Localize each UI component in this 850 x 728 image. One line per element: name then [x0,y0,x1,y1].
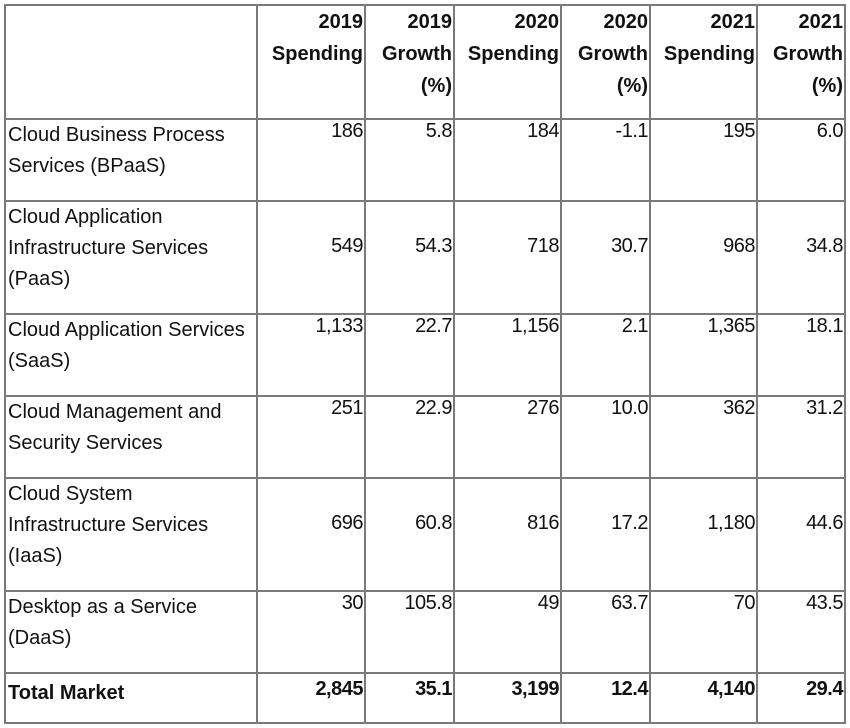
total-2019-growth: 35.1 [364,672,455,724]
cell-2021-growth: 34.8 [756,200,846,315]
cell-2019-growth: 22.9 [364,395,455,479]
cell-2021-spending: 1,365 [649,313,758,397]
cell-2020-spending: 1,156 [453,313,562,397]
row-label: Desktop as a Service (DaaS) [4,590,258,674]
cell-2019-growth: 54.3 [364,200,455,315]
cell-2019-spending: 1,133 [256,313,366,397]
cell-2021-growth: 43.5 [756,590,846,674]
corner-cell [4,4,258,120]
cloud-spending-table: 2019 Spending 2019 Growth (%) 2020 Spending … [4,4,846,724]
cell-2021-spending: 70 [649,590,758,674]
cell-2020-growth: 30.7 [560,200,651,315]
table-row: Cloud Application Services (SaaS) 1,133 … [4,313,846,397]
total-label: Total Market [4,672,258,724]
cell-2021-growth: 18.1 [756,313,846,397]
cell-2021-spending: 362 [649,395,758,479]
col-header-2019-growth: 2019 Growth (%) [364,4,455,120]
cell-2019-spending: 251 [256,395,366,479]
table-row: Cloud Business Process Services (BPaaS) … [4,118,846,202]
col-header-2021-spending: 2021 Spending [649,4,758,120]
row-label: Cloud Application Services (SaaS) [4,313,258,397]
cell-2020-growth: 10.0 [560,395,651,479]
cell-2020-spending: 816 [453,477,562,592]
cell-2020-growth: 2.1 [560,313,651,397]
total-2021-spending: 4,140 [649,672,758,724]
cell-2019-growth: 22.7 [364,313,455,397]
col-header-2021-growth: 2021 Growth (%) [756,4,846,120]
cell-2020-spending: 49 [453,590,562,674]
cell-2019-growth: 5.8 [364,118,455,202]
cell-2020-growth: 63.7 [560,590,651,674]
total-2020-spending: 3,199 [453,672,562,724]
cell-2019-spending: 186 [256,118,366,202]
row-label: Cloud System Infrastructure Services (Ia… [4,477,258,592]
total-2021-growth: 29.4 [756,672,846,724]
cell-2020-spending: 276 [453,395,562,479]
cell-2019-spending: 696 [256,477,366,592]
header-row: 2019 Spending 2019 Growth (%) 2020 Spending … [4,4,846,120]
cell-2021-growth: 44.6 [756,477,846,592]
cell-2020-spending: 718 [453,200,562,315]
total-2020-growth: 12.4 [560,672,651,724]
cell-2021-spending: 195 [649,118,758,202]
cell-2019-spending: 549 [256,200,366,315]
cell-2019-growth: 60.8 [364,477,455,592]
cell-2021-growth: 31.2 [756,395,846,479]
table-row: Desktop as a Service (DaaS) 30 105.8 49 … [4,590,846,674]
table-row: Cloud Application Infrastructure Service… [4,200,846,315]
table-row: Cloud Management and Security Services 2… [4,395,846,479]
cell-2019-spending: 30 [256,590,366,674]
cell-2021-spending: 1,180 [649,477,758,592]
row-label: Cloud Application Infrastructure Service… [4,200,258,315]
cell-2020-growth: 17.2 [560,477,651,592]
table-row: Cloud System Infrastructure Services (Ia… [4,477,846,592]
cell-2019-growth: 105.8 [364,590,455,674]
col-header-2020-growth: 2020 Growth (%) [560,4,651,120]
total-2019-spending: 2,845 [256,672,366,724]
cell-2021-spending: 968 [649,200,758,315]
cell-2020-growth: -1.1 [560,118,651,202]
row-label: Cloud Management and Security Services [4,395,258,479]
total-row: Total Market 2,845 35.1 3,199 12.4 4,140… [4,672,846,724]
row-label: Cloud Business Process Services (BPaaS) [4,118,258,202]
cell-2020-spending: 184 [453,118,562,202]
col-header-2020-spending: 2020 Spending [453,4,562,120]
cell-2021-growth: 6.0 [756,118,846,202]
col-header-2019-spending: 2019 Spending [256,4,366,120]
